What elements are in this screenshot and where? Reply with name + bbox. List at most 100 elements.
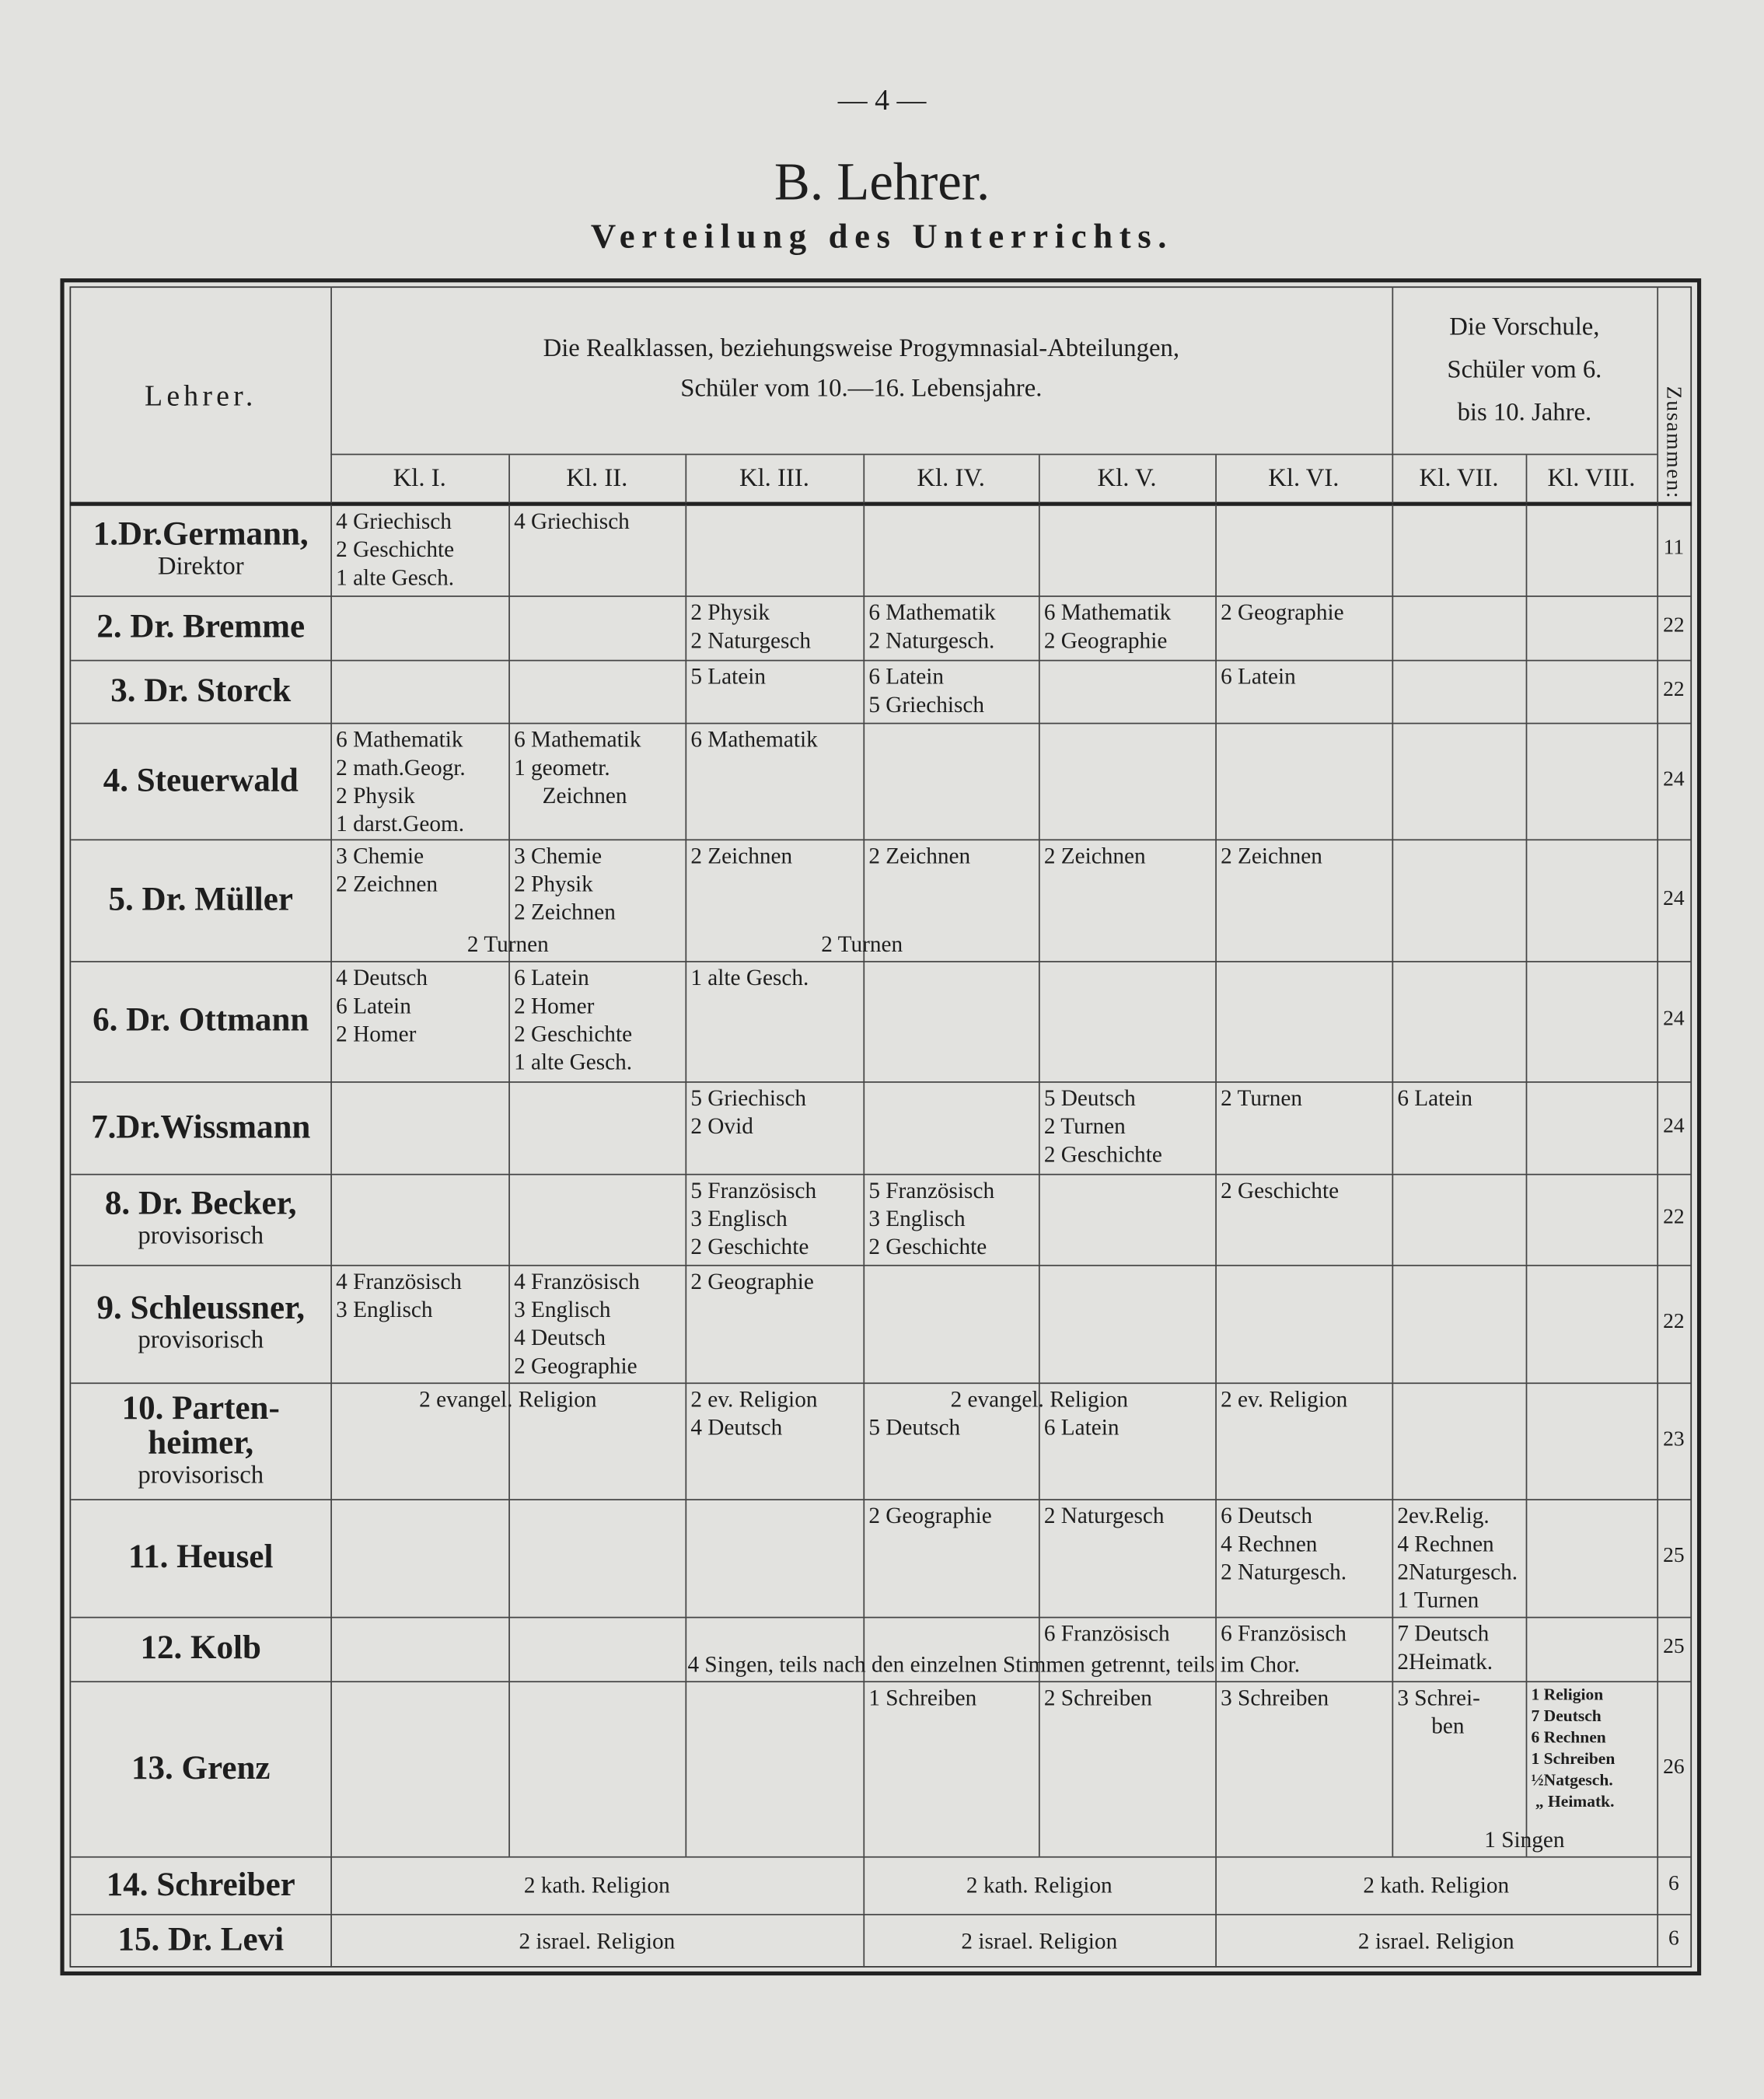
lesson-entry: 6 Latein xyxy=(336,993,411,1019)
lesson-entry: 2 Naturgesch. xyxy=(1221,1559,1347,1585)
lesson-entry: 6 Französisch xyxy=(1221,1620,1347,1647)
teacher-role: provisorisch xyxy=(138,1326,264,1355)
lesson-entry: 1 geometr. xyxy=(514,754,610,781)
row-total: 22 xyxy=(1663,1206,1685,1229)
row-col-rule xyxy=(1525,505,1528,596)
lesson-entry: 5 Latein xyxy=(690,663,767,690)
row-total: 24 xyxy=(1663,1008,1685,1031)
teacher-name: 11. Heusel xyxy=(127,1538,274,1576)
header-class-3: Kl. III. xyxy=(739,464,809,493)
lesson-span-entry: 2 Turnen xyxy=(821,931,903,957)
lesson-entry: 2 Geographie xyxy=(1043,627,1168,654)
teacher-name: 12. Kolb xyxy=(140,1629,261,1667)
lesson-entry: 2 Turnen xyxy=(1221,1085,1303,1111)
row-col-rule xyxy=(863,1616,865,1682)
row-col-rule xyxy=(330,505,333,596)
row-col-rule xyxy=(1038,722,1041,840)
header-realklassen-line: Schüler vom 10.—16. Lebensjahre. xyxy=(680,375,1043,403)
table-outer-border xyxy=(60,278,1702,1976)
lesson-entry: 2 Ovid xyxy=(690,1113,753,1140)
lesson-entry: 5 Französisch xyxy=(690,1178,817,1203)
lesson-entry: 2 Geschichte xyxy=(1221,1178,1340,1203)
row-col-rule xyxy=(1038,1681,1041,1856)
row-col-rule xyxy=(1392,505,1394,596)
lesson-entry: 1 Turnen xyxy=(1397,1587,1479,1613)
lesson-entry: 5 Griechisch xyxy=(690,1085,807,1111)
lesson-entry: 2 Homer xyxy=(514,993,595,1019)
row-divider xyxy=(71,1382,1691,1385)
row-col-rule xyxy=(685,1382,687,1500)
row-col-rule xyxy=(330,1499,333,1617)
table-inner-border xyxy=(69,286,1692,1968)
lesson-entry: 6 Mathematik xyxy=(336,726,463,753)
row-col-rule xyxy=(685,722,687,840)
row-col-rule xyxy=(1392,595,1394,660)
row-col-rule xyxy=(1657,505,1659,596)
header-class-6: Kl. VI. xyxy=(1268,464,1340,493)
lesson-entry: 2 Geschichte xyxy=(690,1234,809,1260)
row-col-rule xyxy=(508,1616,511,1682)
teacher-name: 7.Dr.Wissmann xyxy=(91,1109,311,1145)
lesson-entry: Zeichnen xyxy=(514,783,627,809)
lesson-entry: 2Naturgesch. xyxy=(1397,1559,1518,1585)
teacher-name: 8. Dr. Becker, xyxy=(104,1186,297,1222)
row-col-rule xyxy=(330,1913,333,1968)
teacher-name: 14. Schreiber xyxy=(106,1866,295,1903)
lesson-entry: 6 Mathematik xyxy=(1043,599,1172,625)
row-col-rule xyxy=(1525,1499,1528,1617)
row-divider xyxy=(71,839,1691,841)
lesson-entry: 2 Schreiben xyxy=(1043,1685,1152,1711)
lesson-entry: 2 Physik xyxy=(690,599,770,625)
row-col-rule xyxy=(1525,1616,1528,1682)
lesson-entry: 5 Französisch xyxy=(868,1178,995,1203)
lesson-entry: 3 Englisch xyxy=(868,1206,966,1231)
teacher-name: 15. Dr. Levi xyxy=(117,1922,285,1958)
row-col-rule xyxy=(1525,595,1528,660)
lesson-entry: 2 ev. Religion xyxy=(690,1386,818,1413)
row-col-rule xyxy=(863,1913,865,1968)
header-col-rule xyxy=(685,455,687,504)
row-col-rule xyxy=(1038,1382,1041,1500)
row-total: 23 xyxy=(1663,1427,1685,1451)
lesson-entry: 3 Englisch xyxy=(690,1206,788,1231)
header-col-rule xyxy=(508,455,511,504)
lesson-entry: 6 Mathematik xyxy=(514,726,641,753)
row-col-rule xyxy=(863,1264,865,1383)
lesson-entry: 4 Rechnen xyxy=(1397,1531,1494,1557)
row-col-rule xyxy=(1392,1264,1394,1383)
row-col-rule xyxy=(1392,1616,1394,1682)
header-class-7: Kl. VII. xyxy=(1419,464,1499,493)
row-col-rule xyxy=(685,1173,687,1265)
lesson-entry: 4 Deutsch xyxy=(690,1414,783,1441)
row-col-rule xyxy=(330,1616,333,1682)
row-col-rule xyxy=(1657,1913,1659,1968)
row-col-rule xyxy=(863,1173,865,1265)
row-col-rule xyxy=(508,659,511,723)
lesson-entry: 6 Latein xyxy=(1221,663,1296,690)
teacher-name: 2. Dr. Bremme xyxy=(96,609,306,645)
row-divider xyxy=(71,1499,1691,1501)
lesson-entry: 2 Naturgesch xyxy=(1043,1503,1165,1529)
section-title: B. Lehrer. xyxy=(774,151,990,212)
header-vorschule-line: Schüler vom 6. xyxy=(1447,355,1602,385)
row-total: 24 xyxy=(1663,767,1685,791)
row-divider xyxy=(71,1913,1691,1916)
row-col-rule xyxy=(1657,1173,1659,1265)
row-col-rule xyxy=(1657,1264,1659,1383)
row-col-rule xyxy=(1525,1681,1528,1856)
row-col-rule xyxy=(330,1081,333,1174)
lesson-entry: 2 Geographie xyxy=(690,1269,814,1294)
teacher-name: 4. Steuerwald xyxy=(103,762,299,798)
teacher-role: provisorisch xyxy=(138,1221,264,1250)
teacher-name: 5. Dr. Müller xyxy=(108,881,293,918)
row-col-rule xyxy=(1525,839,1528,962)
lesson-entry: 2 Geschichte xyxy=(1043,1141,1162,1168)
lesson-entry: 6 Latein xyxy=(1397,1085,1473,1111)
row-col-rule xyxy=(1038,1173,1041,1265)
lesson-entry: ben xyxy=(1397,1713,1465,1739)
row-total: 6 xyxy=(1668,1927,1679,1951)
row-divider xyxy=(71,1681,1691,1683)
row-col-rule xyxy=(685,659,687,723)
teacher-name: 3. Dr. Storck xyxy=(110,672,292,709)
row-col-rule xyxy=(863,839,865,962)
